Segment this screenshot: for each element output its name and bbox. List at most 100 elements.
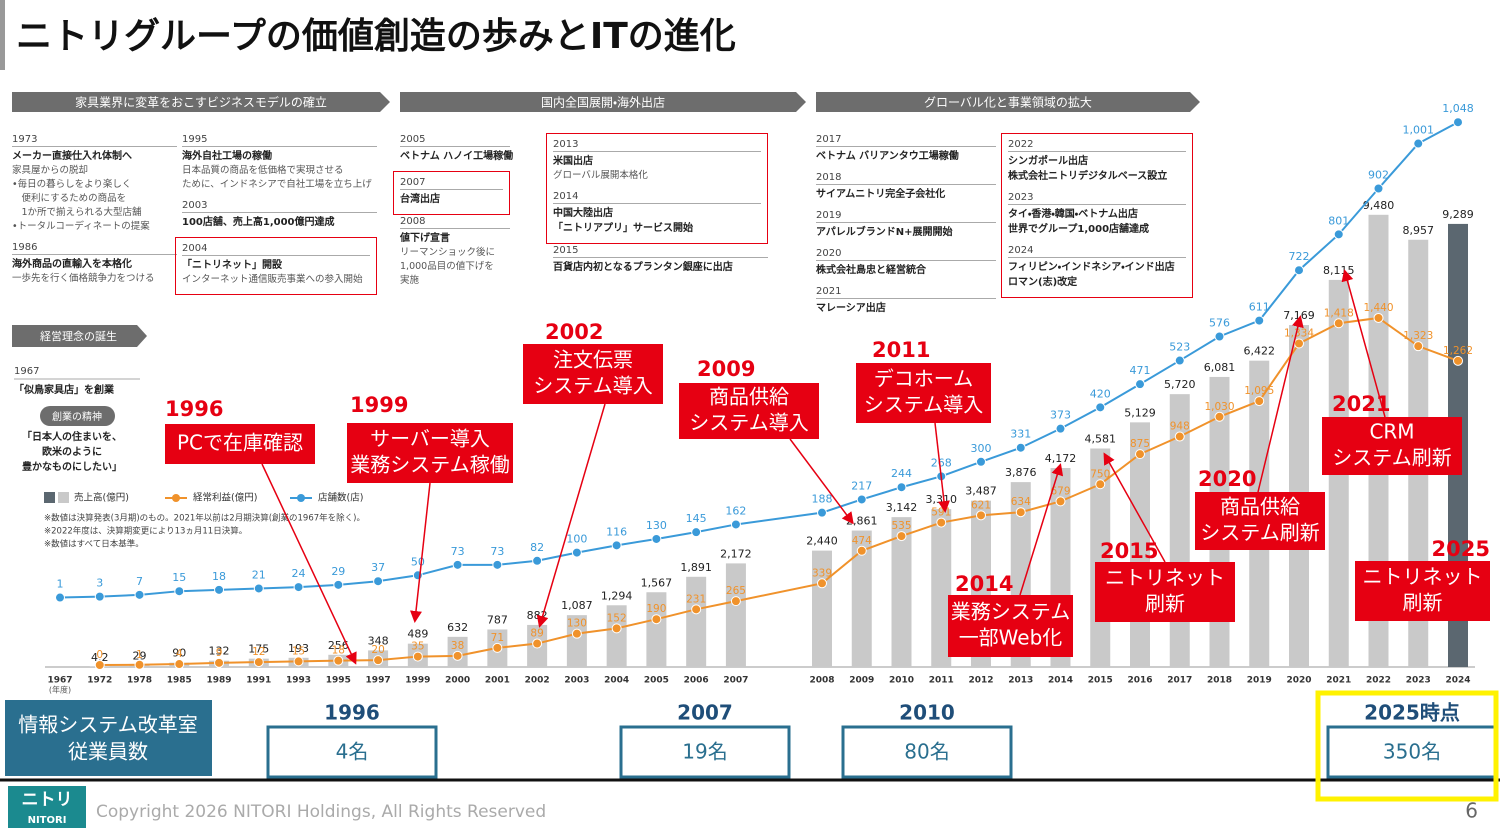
point [55,592,65,603]
point-label: 162 [725,504,746,517]
point [1135,379,1145,390]
spirit-quote: 「日本人の住まいを、 [22,430,122,443]
point [1214,411,1225,422]
point [293,656,304,667]
entry-year: 2005 [400,133,510,147]
point [896,482,907,493]
legend-swatch [58,492,69,503]
bar-label: 1,294 [601,589,633,602]
annotation-text: サーバー導入 [370,427,490,451]
point-label: 188 [812,493,833,506]
point-label: 1,048 [1442,102,1474,115]
bar-label: 3,876 [1005,466,1037,479]
point-label: 331 [1010,428,1031,441]
point [293,582,304,593]
x-tick-label: 2023 [1406,676,1431,686]
bar-label: 132 [209,645,230,658]
copyright: Copyright 2026 NITORI Holdings, All Righ… [96,802,546,822]
legend-label: 売上高(億円) [74,492,129,504]
point-label: 1 [57,578,64,591]
entry-head: 台湾出店 [400,194,440,205]
bar-label: 4,581 [1085,432,1117,445]
timeline-entry: 1973 メーカー直接仕入れ体制へ 家具屋からの脱却 •毎日の暮らしをより楽しく 便利… [12,133,177,241]
point [1294,338,1304,349]
point [976,510,986,521]
timeline-column: 2017 ベトナム バリアンタウ工場稼働 2018 サイアムニトリ完全子会社化 2019… [816,133,996,323]
x-tick-label: 1972 [87,676,112,686]
point [214,584,225,595]
point-label: 1,334 [1284,328,1314,340]
point-label: 875 [1130,438,1150,450]
entry-body: グローバル展開本格化 [553,170,648,181]
entry-head: 米国出店 [553,156,593,167]
bar-label: 3,310 [926,493,958,506]
entry-head: 「ニトリアプリ」サービス開始 [553,223,693,234]
bar-label: 5,720 [1164,378,1196,391]
entry-body: 日本品質の商品を低価格で実現させる [182,165,344,176]
x-tick-label: 2021 [1326,676,1351,686]
point-label: 902 [1368,168,1389,181]
entry-year: 2014 [553,190,761,204]
x-tick-label: 2019 [1247,676,1272,686]
timeline-entry: 2005 ベトナム ハノイ工場稼働 [400,133,513,171]
entry-head: 中国大陸出店 [553,208,613,219]
point [214,657,225,668]
point [492,559,503,570]
point [896,531,907,542]
point-label: 1,323 [1403,330,1433,342]
point [1174,431,1185,442]
annotation-text: 刷新 [1145,592,1185,616]
point-label: 611 [1249,301,1270,314]
entry-head: ロマン(志)改定 [1008,277,1078,288]
point [492,642,503,653]
entry-year: 2020 [816,247,996,261]
x-tick-label: 1967 [47,676,72,686]
x-tick-label: 2017 [1167,676,1192,686]
point-label: 471 [1130,364,1151,377]
point [691,604,702,615]
staff-year: 2010 [899,701,955,725]
timeline-entry: 1995 海外自社工場の稼働 日本品質の商品を低価格で実現させる ために、インドネシア… [182,133,377,199]
point-label: 1,262 [1443,345,1473,357]
legend-dot [297,494,305,502]
timeline-entry: 2018 サイアムニトリ完全子会社化 [816,171,996,209]
annotation-box [1322,417,1462,475]
annotation-year: 2020 [1198,467,1256,491]
entry-year: 2008 [400,215,510,229]
annotation-year: 2011 [872,338,930,362]
x-tick-label: 2022 [1366,676,1391,686]
point-label: 20 [371,644,384,656]
bar-label: 787 [487,613,508,626]
entry-year: 2015 [553,244,768,258]
point [817,578,827,589]
point [1294,265,1304,276]
entry-head: 百貨店内初となるプランタン銀座に出店 [553,262,733,273]
bar-label: 6,081 [1204,361,1236,374]
x-tick-label: 2013 [1008,676,1033,686]
staff-box [619,725,791,779]
annotation-box [856,363,991,423]
point-label: 1,095 [1244,385,1274,397]
annotation-year: 2009 [697,357,755,381]
annotation-year: 1996 [165,397,223,421]
staff-year: 2007 [677,701,733,725]
bar-label: 4,172 [1045,452,1077,465]
point-label: 801 [1328,214,1349,227]
staff-label: 情報システム改革室 [18,713,197,737]
point [94,591,105,602]
entry-body: •毎日の暮らしをより楽しく [12,179,132,190]
logo-text: ニトリ [22,790,73,810]
timeline-entry: 1986 海外商品の直輸入を本格化 一歩先を行く価格競争力をつける [12,241,177,293]
entry-head: シンガポール出店 [1008,156,1088,167]
x-tick-label: 2001 [485,676,510,686]
x-tick-label: 2004 [604,676,629,686]
point [94,660,105,670]
entry-body: ために、インドネシアで自社工場を立ち上げ [182,179,372,190]
entry-year: 2007 [400,176,503,190]
series-line [99,316,1459,666]
point-label: 73 [451,545,465,558]
timeline-entry: 2004 「ニトリネット」開設 インターネット通信販売事業への参入開始 [182,242,370,294]
entry-head: 「ニトリネット」開設 [182,260,282,271]
